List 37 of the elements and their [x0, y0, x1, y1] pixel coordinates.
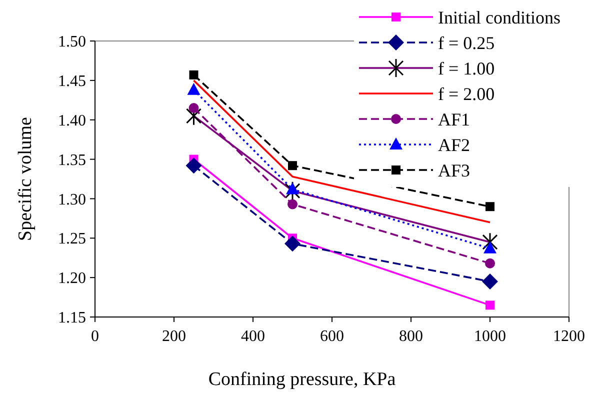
legend-label: AF1: [438, 109, 470, 130]
point: [189, 70, 198, 80]
point: [288, 199, 298, 210]
point: [187, 82, 200, 95]
y-tick-label: 1.30: [58, 191, 86, 208]
y-tick-label: 1.50: [58, 34, 86, 51]
y-tick-label: 1.40: [58, 112, 86, 130]
point: [484, 241, 496, 254]
point: [485, 258, 495, 268]
point: [284, 236, 300, 252]
x-tick-label: 400: [241, 328, 265, 345]
x-tick-label: 600: [320, 328, 344, 345]
legend-label: f = 1.00: [438, 58, 495, 78]
point: [186, 158, 202, 174]
x-tick-label: 1200: [553, 328, 585, 345]
point: [486, 300, 494, 310]
x-tick-label: 200: [162, 328, 186, 345]
x-axis-title: Confining pressure, KPa: [208, 369, 396, 390]
x-tick-label: 1000: [474, 328, 506, 345]
y-tick-label: 1.15: [58, 310, 86, 327]
y-axis-title: Specific volume: [15, 117, 36, 241]
legend-label: AF2: [438, 134, 470, 155]
legend-label: Initial conditions: [438, 7, 560, 28]
y-tick-label: 1.20: [58, 270, 86, 288]
x-tick-label: 800: [399, 328, 423, 345]
y-tick-label: 1.35: [58, 152, 86, 169]
legend-label: f = 0.25: [438, 32, 495, 53]
point: [188, 103, 199, 114]
legend-label: AF3: [438, 160, 470, 180]
legend-label: f = 2.00: [438, 84, 495, 104]
point: [286, 182, 299, 194]
y-tick-label: 1.25: [58, 230, 86, 248]
x-tick-label: 0: [91, 328, 99, 345]
y-tick-label: 1.45: [58, 73, 86, 90]
point: [482, 274, 498, 290]
point: [288, 161, 297, 170]
point: [486, 202, 494, 212]
